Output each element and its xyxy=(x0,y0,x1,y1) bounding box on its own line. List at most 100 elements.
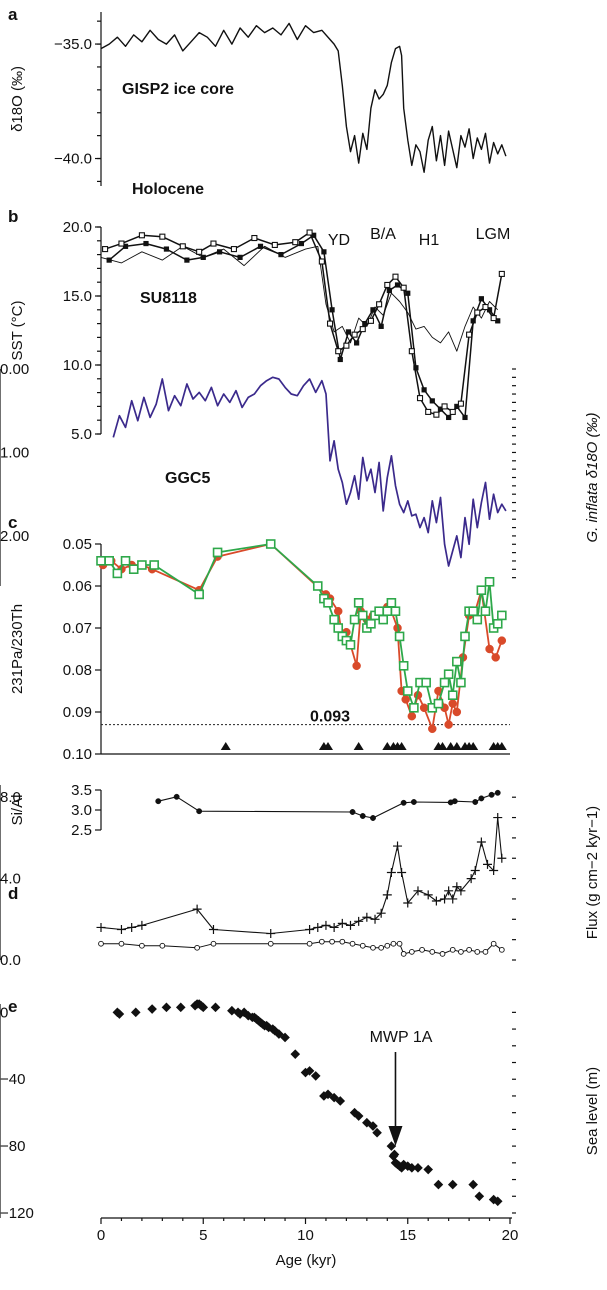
panel-c-series-green-point xyxy=(329,614,339,625)
panel-d-series-plus-point xyxy=(444,886,454,896)
panel-d-series-plus-point xyxy=(321,920,331,930)
panel-c-series-green-point xyxy=(357,610,368,621)
panel-b-series-open-point xyxy=(466,331,473,338)
panel-b-right-ylabel: G. inflata δ18O (‰) xyxy=(584,412,601,542)
panel-c-series-green-point xyxy=(468,606,478,617)
panel-c-series-green-point xyxy=(194,589,204,600)
panel-letter-d: d xyxy=(8,884,18,903)
panel-d-series-plus-point xyxy=(208,924,218,934)
panel-b-series-filled-point xyxy=(462,414,468,421)
panel-b-series-filled-point xyxy=(237,254,243,260)
panel-d-series-circle-point xyxy=(490,940,497,947)
panel-e-series-point xyxy=(353,1111,364,1121)
panel-c-series-green-point xyxy=(402,686,413,696)
panel-b-series-filled-point xyxy=(421,387,427,393)
panel-c-triangle-marker xyxy=(468,742,479,750)
panel-e-y-tick-label: −40 xyxy=(0,1071,25,1088)
panel-d-series-circle-point xyxy=(396,940,403,947)
panel-d: 2.5 3.0 3.5 Si/Al 0.0 4.0 8.0 Flux (g cm−2 kyr−… xyxy=(0,782,601,969)
panel-d-series-circle-point xyxy=(482,949,489,955)
panel-d-series-plus-point xyxy=(497,853,507,863)
panel-c-reference-label: 0.093 xyxy=(310,709,350,726)
panel-b-series-open-point xyxy=(118,240,125,247)
panel-e-series-point xyxy=(492,1196,503,1207)
panel-d-series-circle-point xyxy=(400,951,407,957)
panel-a-annotation-gisp2: GISP2 ice core xyxy=(122,81,234,98)
panel-c-ylabel: 231Pa/230Th xyxy=(9,604,26,694)
panel-b-series-filled-line xyxy=(108,234,499,419)
panel-d-series-plus-point xyxy=(96,922,106,932)
panel-b-series-filled-point xyxy=(394,282,401,288)
panel-a-y-tick-label: −35.0 xyxy=(54,36,92,53)
panel-d-top-series-point xyxy=(173,793,180,800)
panel-b-series-open-point xyxy=(376,301,383,308)
panel-letter-a: a xyxy=(8,5,18,24)
panel-d-series-plus-point xyxy=(266,929,276,939)
panel-b-series-open-point xyxy=(292,239,299,246)
panel-e-series-point xyxy=(386,1141,397,1151)
panel-d-top-series-point xyxy=(196,808,203,815)
panel-e-series-point xyxy=(114,1009,125,1019)
panel-c-y-tick-label: 0.10 xyxy=(63,746,92,763)
panel-d-series-plus-point xyxy=(345,920,355,930)
panel-c-series-green-point xyxy=(104,555,114,566)
panel-e-series-point xyxy=(198,1002,209,1013)
panel-d-series-plus-point xyxy=(305,924,315,934)
panel-c-triangle-marker xyxy=(396,742,407,750)
panel-d-series-plus-point xyxy=(470,865,480,875)
panel-c-series-green-point xyxy=(421,677,431,688)
panel-b-series-filled-point xyxy=(337,356,343,363)
panel-d-series-plus-point xyxy=(440,894,450,904)
panel-b-series-open-point xyxy=(449,408,456,415)
panel-d-series-circle-point xyxy=(339,938,346,945)
panel-b-series-open-point xyxy=(271,241,278,248)
panel-c-series-green-point xyxy=(497,610,507,621)
panel-c-series-green-point xyxy=(378,614,389,625)
panel-d-series-circle-point xyxy=(118,940,125,947)
panel-d-series-circle-point xyxy=(384,942,391,949)
panel-c-y-tick-label: 0.09 xyxy=(63,704,92,721)
panel-e-series-point xyxy=(239,1007,249,1018)
panel-d-series-plus-point xyxy=(431,896,441,906)
panel-b-series-filled-point xyxy=(405,290,411,296)
panel-d-series-plus-point xyxy=(362,912,372,922)
panel-b-series-open-point xyxy=(196,248,203,255)
panel-d-top-series-point xyxy=(478,795,485,802)
panel-d-ylabel: Flux (g cm−2 kyr−1) xyxy=(584,806,601,939)
panel-d-top-series-point xyxy=(155,798,162,805)
panel-c-series-green-point xyxy=(137,560,147,570)
panel-b-y-tick-label: 5.0 xyxy=(71,426,92,443)
panel-d-series-plus-point xyxy=(456,886,466,896)
panel-b-series-open-point xyxy=(351,331,358,338)
panel-d-series-plus-point xyxy=(137,920,147,930)
panel-e-arrow-head xyxy=(388,1126,403,1146)
panel-b-series-open-point xyxy=(457,400,464,407)
panel-e-series-point xyxy=(413,1163,423,1173)
panel-d-top-series-point xyxy=(370,815,376,821)
panel-c-series-red-point xyxy=(491,653,500,662)
panel-c-triangle-marker xyxy=(437,742,448,750)
panel-b-series-filled-point xyxy=(429,398,435,404)
panel-e-series-point xyxy=(423,1164,433,1175)
panel-d-series-circle-point xyxy=(159,942,166,949)
x-axis-tick-label: 20 xyxy=(502,1227,519,1244)
panel-c-series-green-point xyxy=(492,618,503,629)
panel-e-series-point xyxy=(227,1005,237,1016)
panel-c-series-green-point xyxy=(323,597,333,608)
panel-b: 5.0 10.0 15.0 20.0 SST (°C) SU8118 YD LGM b 0.00 1… xyxy=(0,207,601,586)
panel-b-series-open-point xyxy=(318,258,325,265)
panel-d-series-circle-point xyxy=(98,940,104,947)
panel-c-triangle-marker xyxy=(220,742,231,750)
panel-e-series-point xyxy=(147,1004,157,1014)
panel-a-annotation-h1: H1 xyxy=(419,232,440,249)
panel-b-series-filled-point xyxy=(321,249,327,255)
panel-c-series-red-point xyxy=(419,703,429,713)
panel-b-series-open-point xyxy=(367,317,374,324)
panel-d-top-ylabel: Si/Al xyxy=(9,795,26,826)
panel-letter-b: b xyxy=(8,207,18,226)
panel-e-series-point xyxy=(468,1179,478,1190)
panel-d-series-circle-point xyxy=(329,938,335,945)
panel-c-series-red-point xyxy=(407,711,417,721)
panel-d-y-tick-label: 8.0 xyxy=(0,789,21,806)
panel-d-series-plus-point xyxy=(116,924,126,934)
